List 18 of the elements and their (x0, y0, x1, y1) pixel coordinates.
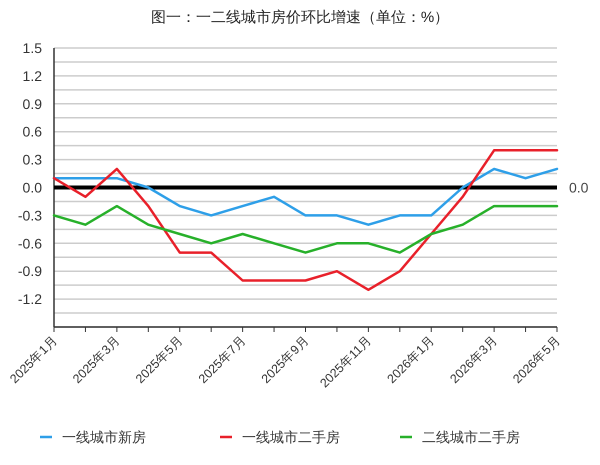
line-series (52, 204, 558, 254)
line-series (52, 168, 558, 226)
y-tick-label: -0.3 (18, 207, 42, 224)
chart-title: 图一：一二线城市房价环比增速（单位：%） (150, 9, 450, 26)
y-tick-label: 1.5 (22, 40, 42, 56)
legend-label: 一线城市新房 (62, 429, 146, 445)
y-tick-label: 0.3 (22, 152, 42, 168)
y-tick-label: 0.0 (22, 180, 42, 196)
y-tick-label: 1.2 (22, 68, 42, 84)
legend-label: 二线城市二手房 (422, 429, 520, 445)
legend-label: 一线城市二手房 (242, 429, 340, 445)
y-tick-label: -0.6 (18, 235, 42, 252)
y-tick-label: 0.6 (22, 124, 42, 140)
line-series (52, 149, 558, 292)
y-tick-label: -1.2 (18, 291, 42, 308)
y-tick-label: -0.9 (18, 263, 42, 280)
y-tick-label: 0.9 (22, 96, 42, 112)
ref-line-label: 0.0 (569, 180, 589, 196)
